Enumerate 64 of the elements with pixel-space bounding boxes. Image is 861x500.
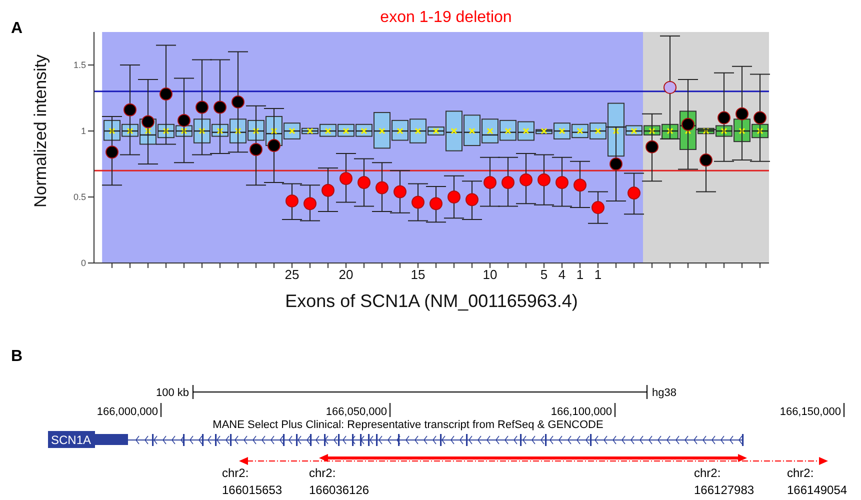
x-tick-label: 10 xyxy=(482,267,498,282)
point xyxy=(484,176,496,189)
point xyxy=(232,95,244,108)
text: 166,050,000 xyxy=(326,406,387,418)
point xyxy=(592,201,604,214)
text: 166,150,000 xyxy=(780,406,841,418)
point xyxy=(322,184,334,197)
point xyxy=(430,197,442,210)
point xyxy=(250,142,262,156)
point xyxy=(286,194,298,208)
x-tick-label: 15 xyxy=(410,267,426,282)
y-tick-label: 0.5 xyxy=(73,192,86,202)
point xyxy=(754,111,766,124)
point xyxy=(412,196,424,209)
text: hg38 xyxy=(652,387,676,399)
x-tick-label: 1 xyxy=(576,267,584,282)
point xyxy=(394,185,406,198)
chart-title: A xyxy=(11,20,23,38)
point xyxy=(556,176,568,189)
y-tick-label: 0 xyxy=(80,258,86,268)
text: 166,100,000 xyxy=(550,406,612,418)
x-tick-label: 25 xyxy=(284,267,300,282)
point xyxy=(574,178,586,192)
point xyxy=(196,100,208,114)
text: exon 1-19 deletion xyxy=(379,9,513,27)
point xyxy=(664,80,676,94)
point xyxy=(646,140,658,154)
text: chr2: 166036126 xyxy=(309,466,370,497)
text: SCN1A xyxy=(50,433,92,447)
point xyxy=(628,186,640,200)
x-tick-label: 4 xyxy=(558,267,566,282)
text: B xyxy=(11,348,23,365)
point xyxy=(718,111,730,124)
x-tick-label: 5 xyxy=(540,267,548,282)
point xyxy=(124,103,136,116)
point xyxy=(538,173,550,186)
text: 166,000,000 xyxy=(96,406,158,418)
text: 100 kb xyxy=(156,387,189,399)
point xyxy=(178,114,190,127)
point xyxy=(142,115,154,128)
point xyxy=(340,172,352,186)
x-tick-label: 20 xyxy=(338,267,354,282)
x-tick-label: 1 xyxy=(594,267,602,282)
text: chr2: 166149054 xyxy=(787,466,848,497)
y-tick-label: 1.5 xyxy=(73,60,86,70)
point xyxy=(502,176,514,189)
point xyxy=(520,173,532,186)
text: chr2: 166015653 xyxy=(222,466,282,497)
point xyxy=(304,197,316,210)
text: chr2: 166127983 xyxy=(694,466,754,497)
y-tick-label: 1 xyxy=(80,126,86,136)
point xyxy=(610,158,622,170)
point xyxy=(466,193,478,206)
y-axis-title: Normalized intensity xyxy=(31,54,50,208)
point xyxy=(160,88,172,101)
point xyxy=(736,107,748,120)
x-axis-title: Exons of SCN1A (NM_001165963.4) xyxy=(284,291,579,312)
point xyxy=(106,146,118,159)
text: MANE Select Plus Clinical: Representative transcript from RefSeq & GENCODE xyxy=(212,419,604,431)
point xyxy=(376,181,388,194)
point xyxy=(358,176,370,189)
point xyxy=(700,154,712,167)
point xyxy=(448,190,460,204)
point xyxy=(214,100,226,114)
